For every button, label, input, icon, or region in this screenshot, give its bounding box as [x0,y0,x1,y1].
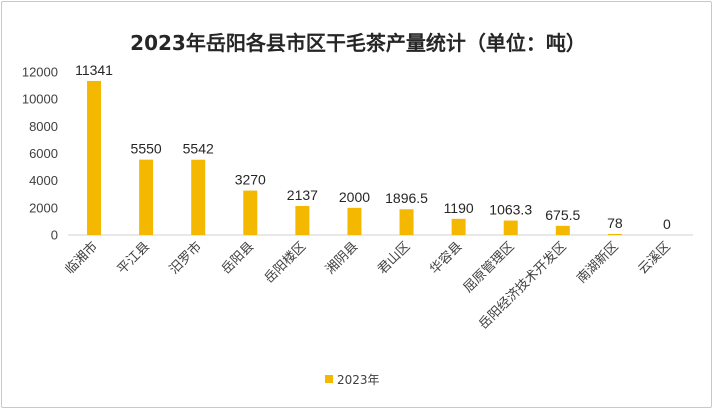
x-axis-labels: 临湘市 平江县 汨罗市 岳阳县 岳阳楼区 湘阴县 君山区 华容县屈原管理区岳阳经济技术开发区南… [62,239,674,333]
data-label: 5550 [131,141,162,157]
x-tick-label: 岳阳经济技术开发区 [476,239,570,333]
data-label: 2000 [339,189,370,205]
x-tick-label: 岳阳县 [219,239,257,277]
x-tick-label: 屈原管理区 [461,239,518,296]
y-tick-label: 0 [51,228,58,243]
bar [87,80,102,235]
y-tick-label: 12000 [22,65,58,80]
legend: 2023年 [325,373,380,387]
bar [347,207,362,235]
bar [191,159,206,235]
bars-group [87,80,622,235]
x-tick-label: 临湘市 [62,239,101,278]
bar [451,218,466,235]
data-label: 2137 [287,187,318,203]
x-tick-label: 华容县 [427,239,466,278]
y-tick-label: 6000 [29,146,58,161]
data-label: 78 [607,215,623,231]
legend-label: 2023年 [337,373,380,387]
y-tick-label: 10000 [22,92,58,107]
bar [607,233,622,235]
x-tick-label: 汨罗市 [166,239,205,278]
x-tick-label: 云溪区 [636,239,674,277]
bar [555,225,570,235]
y-tick-label: 8000 [29,119,58,134]
bar [139,159,154,235]
x-tick-label: 南湖新区 [574,239,622,287]
data-label: 1190 [444,200,474,216]
y-tick-label: 2000 [29,200,58,215]
chart-title: 2023年岳阳各县市区干毛茶产量统计（单位：吨） [130,31,586,55]
bar [399,209,414,235]
y-axis: 0 2000 4000 6000 8000 10000 12000 [22,65,58,243]
data-label: 3270 [235,172,266,188]
data-labels-group: 11341 5550 5542 3270 2137 2000 1896.5 1190 1063.… [75,62,671,232]
data-label: 1063.3 [489,202,532,218]
bar [295,205,310,235]
data-label: 11341 [75,62,113,78]
data-label: 0 [663,216,671,232]
bar [243,190,258,235]
x-tick-label: 平江县 [115,239,153,277]
x-tick-label: 岳阳楼区 [262,239,309,286]
x-tick-label: 君山区 [375,239,413,277]
legend-swatch [325,375,333,383]
data-label: 5542 [183,141,214,157]
y-tick-label: 4000 [29,173,58,188]
x-tick-label: 湘阴县 [323,239,361,277]
data-label: 675.5 [545,207,580,223]
data-label: 1896.5 [385,190,428,206]
bar [503,220,518,235]
